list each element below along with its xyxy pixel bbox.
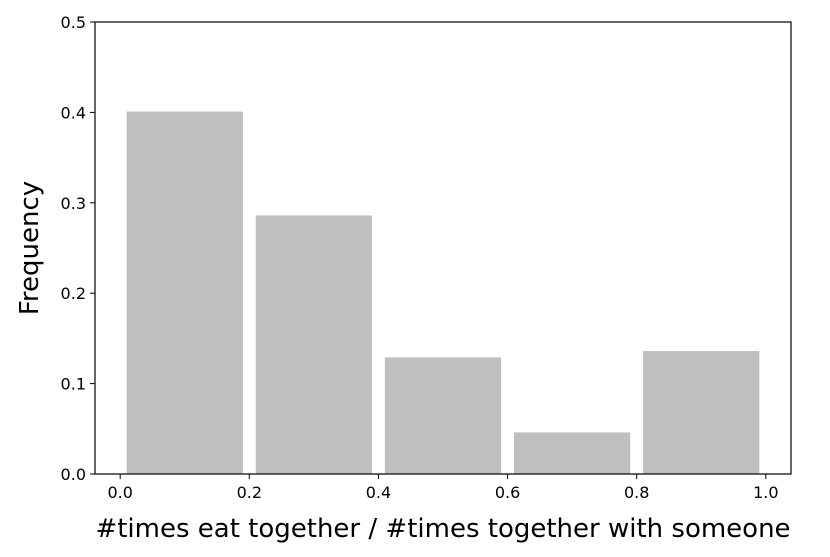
y-axis-label: Frequency [15,181,45,315]
y-tick-label: 0.3 [61,194,86,213]
y-tick-label: 0.4 [61,103,86,122]
plot-frame [94,21,792,475]
bar [514,432,631,474]
x-tick-label: 0.2 [237,483,262,502]
bar [255,215,372,474]
y-tick-label: 0.2 [61,284,86,303]
bar [384,357,502,474]
y-tick-label: 0.1 [61,375,86,394]
x-tick-label: 1.0 [753,483,778,502]
y-tick-label: 0.0 [61,465,86,484]
x-tick-label: 0.8 [624,483,649,502]
y-tick-label: 0.5 [61,13,86,32]
x-tick-label: 0.4 [366,483,391,502]
x-tick-label: 0.0 [107,483,132,502]
x-axis-label: #times eat together / #times together wi… [95,514,790,544]
bar [643,351,760,474]
x-tick-label: 0.6 [495,483,520,502]
bar [126,111,243,474]
